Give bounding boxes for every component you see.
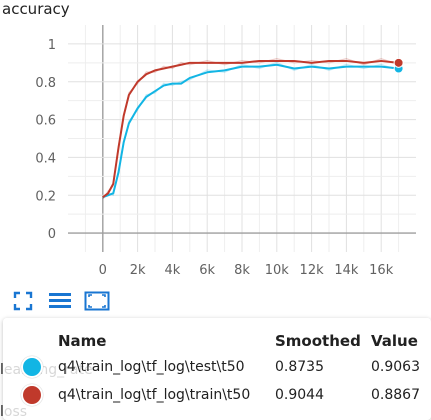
x-tick-label: 14k bbox=[334, 263, 359, 278]
y-tick-label: 0.6 bbox=[35, 114, 56, 129]
series-line bbox=[102, 59, 399, 198]
tooltip-series-name: q4\train_log\tf_log\train\t50 bbox=[58, 387, 251, 403]
y-tick-label: 0 bbox=[48, 227, 56, 242]
series-line-raw bbox=[102, 61, 399, 200]
y-tick-label: 0.2 bbox=[35, 189, 56, 204]
y-tick-label: 1 bbox=[48, 38, 56, 53]
x-tick-label: 4k bbox=[164, 263, 180, 278]
tooltip-raw-value: 0.8867 bbox=[371, 387, 420, 403]
expand-icon[interactable] bbox=[12, 290, 36, 312]
x-tick-label: 12k bbox=[300, 263, 325, 278]
tooltip-raw-value: 0.9063 bbox=[371, 359, 420, 375]
x-tick-label: 16k bbox=[369, 263, 394, 278]
chart-toolbar bbox=[12, 289, 110, 313]
x-tick-label: 0 bbox=[99, 263, 107, 278]
series-color-dot bbox=[21, 356, 43, 378]
tooltip-series-name: q4\train_log\tf_log\test\t50 bbox=[58, 359, 245, 375]
fit-domain-icon[interactable] bbox=[84, 290, 110, 312]
series-tooltip: Name Smoothed Value q4\train_log\tf_log\… bbox=[3, 318, 431, 420]
series-color-dot bbox=[21, 384, 43, 406]
x-tick-label: 2k bbox=[130, 263, 146, 278]
chart-title: accuracy bbox=[2, 0, 70, 18]
accuracy-chart[interactable]: 0 0.2 0.4 0.6 0.8 1 0 2k 4k 6k 8k 10k 12k 14k 16k bbox=[0, 0, 431, 290]
tooltip-header-name: Name bbox=[58, 332, 107, 350]
y-tick-label: 0.4 bbox=[35, 151, 56, 166]
tooltip-smoothed-value: 0.9044 bbox=[275, 387, 324, 403]
series-line-raw bbox=[102, 58, 399, 200]
x-tick-label: 6k bbox=[199, 263, 215, 278]
tooltip-smoothed-value: 0.8735 bbox=[275, 359, 324, 375]
chart-series-end-markers bbox=[393, 57, 404, 74]
chart-series bbox=[102, 58, 399, 200]
tooltip-header-value: Value bbox=[371, 332, 418, 350]
x-tick-label: 8k bbox=[234, 263, 250, 278]
y-tick-label: 0.8 bbox=[35, 76, 56, 91]
series-end-marker bbox=[393, 57, 404, 68]
data-table-icon[interactable] bbox=[48, 290, 72, 312]
y-axis-ticks: 0 0.2 0.4 0.6 0.8 1 bbox=[35, 38, 56, 242]
tooltip-header-smoothed: Smoothed bbox=[275, 332, 361, 350]
series-line bbox=[102, 63, 399, 199]
x-axis-ticks: 0 2k 4k 6k 8k 10k 12k 14k 16k bbox=[99, 263, 394, 278]
x-tick-label: 10k bbox=[265, 263, 290, 278]
